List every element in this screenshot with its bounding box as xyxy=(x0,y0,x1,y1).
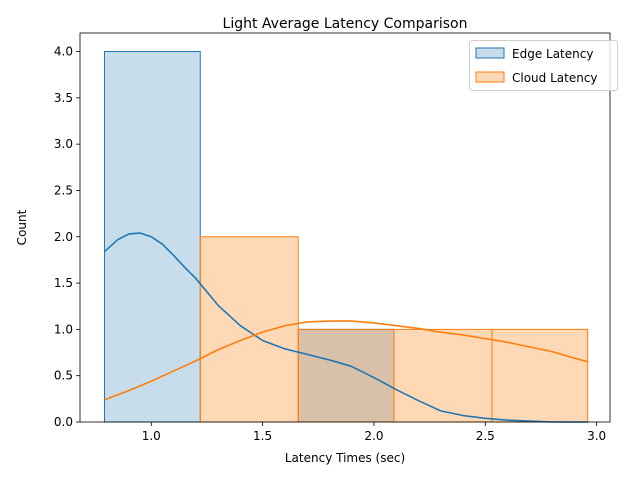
x-axis-label: Latency Times (sec) xyxy=(285,451,405,465)
y-tick-label: 2.5 xyxy=(54,183,73,197)
y-tick-label: 4.0 xyxy=(54,45,73,59)
bars-layer xyxy=(103,51,589,423)
x-tick-label: 1.5 xyxy=(253,429,272,443)
chart-title: Light Average Latency Comparison xyxy=(223,16,468,32)
bar-series1-bin1 xyxy=(297,328,395,423)
legend-label-edge: Edge Latency xyxy=(512,47,593,61)
y-axis-label: Count xyxy=(15,209,29,245)
y-tick-label: 0.5 xyxy=(54,369,73,383)
legend-swatch-edge xyxy=(475,47,505,59)
y-tick-label: 1.5 xyxy=(54,276,73,290)
y-tick-label: 1.0 xyxy=(54,322,73,336)
plot-frame xyxy=(79,32,611,423)
bar-series0-bin2 xyxy=(297,328,395,423)
kde-line-series0 xyxy=(103,232,588,423)
kde-line-series1 xyxy=(104,320,588,401)
x-tick-label: 1.0 xyxy=(142,429,161,443)
kde-layer xyxy=(103,232,588,423)
x-tick-label: 2.0 xyxy=(364,429,383,443)
bar-series1-bin2 xyxy=(393,328,493,423)
x-axis-ticks: 1.0 1.5 2.0 2.5 3.0 xyxy=(142,422,606,443)
y-axis-ticks: 0.0 0.5 1.0 1.5 2.0 2.5 3.0 3.5 4.0 xyxy=(54,45,80,429)
y-tick-label: 3.0 xyxy=(54,137,73,151)
legend-frame xyxy=(469,40,618,91)
x-tick-label: 2.5 xyxy=(476,429,495,443)
y-tick-label: 2.0 xyxy=(54,230,73,244)
y-tick-label: 0.0 xyxy=(54,415,73,429)
x-tick-label: 3.0 xyxy=(587,429,606,443)
legend-label-cloud: Cloud Latency xyxy=(512,71,598,85)
legend: Edge Latency Cloud Latency xyxy=(469,40,618,91)
bar-series1-bin0 xyxy=(199,236,299,423)
bar-series1-bin3 xyxy=(491,328,589,423)
legend-swatch-cloud xyxy=(475,71,505,83)
y-tick-label: 3.5 xyxy=(54,91,73,105)
